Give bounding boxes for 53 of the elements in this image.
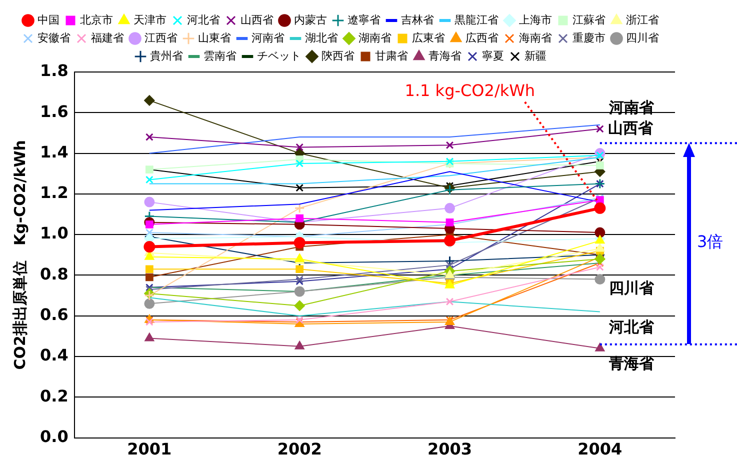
legend-label: 四川省 xyxy=(626,31,659,44)
legend-label: 中国 xyxy=(38,13,60,26)
legend-label: 湖北省 xyxy=(305,31,338,44)
annotation: 河北省 xyxy=(608,318,655,336)
legend-label: 山西省 xyxy=(240,13,274,26)
legend-label: 海南省 xyxy=(519,31,552,44)
legend-label: 浙江省 xyxy=(626,13,659,26)
annotation: 四川省 xyxy=(609,279,655,298)
y-tick-label: 0.4 xyxy=(40,346,68,365)
annotation: 青海省 xyxy=(608,354,655,373)
x-tick-label: 2003 xyxy=(427,440,472,459)
legend-label: 江蘇省 xyxy=(572,13,606,26)
legend-label: 寧夏 xyxy=(482,49,504,62)
y-tick-label: 0.8 xyxy=(40,264,68,284)
annotation: 1.1 kg-CO2/kWh xyxy=(404,81,536,100)
y-tick-label: 1.4 xyxy=(40,142,68,162)
legend-label: 遼寧省 xyxy=(348,13,380,26)
legend-label: 新疆 xyxy=(524,49,546,62)
y-tick-label: 1.0 xyxy=(40,224,68,243)
legend-label: 河南省 xyxy=(252,31,284,44)
legend-label: 天津市 xyxy=(134,13,166,26)
legend-label: 重慶市 xyxy=(572,31,606,44)
legend-label: 湖南省 xyxy=(358,31,392,44)
x-tick-label: 2002 xyxy=(277,440,322,459)
x-tick-label: 2004 xyxy=(578,440,622,459)
y-tick-label: 0.6 xyxy=(40,305,68,324)
y-tick-label: 0.0 xyxy=(40,426,68,446)
legend-label: 貴州省 xyxy=(150,49,183,62)
x-tick-label: 2001 xyxy=(127,440,172,459)
legend-label: 雲南省 xyxy=(204,49,236,62)
y-tick-label: 1.8 xyxy=(40,61,68,80)
annotation: 山西省 xyxy=(608,118,654,137)
legend-label: 甘粛省 xyxy=(375,49,408,62)
y-tick-label: 1.2 xyxy=(40,183,68,202)
legend-label: チベット xyxy=(257,49,301,62)
legend-label: 青海省 xyxy=(428,49,462,62)
legend-label: 陝西省 xyxy=(322,49,354,62)
legend-label: 福建省 xyxy=(91,31,124,44)
legend-label: 広東省 xyxy=(412,31,445,44)
legend-label: 広西省 xyxy=(466,31,498,44)
legend-label: 吉林省 xyxy=(401,13,434,26)
y-tick-label: 0.2 xyxy=(40,386,68,406)
legend-label: 安徽省 xyxy=(38,31,70,44)
legend-label: 江西省 xyxy=(144,31,178,44)
legend-label: 北京市 xyxy=(80,13,113,26)
legend-label: 山東省 xyxy=(198,31,231,44)
legend-label: 上海市 xyxy=(519,13,552,26)
y-tick-label: 1.6 xyxy=(40,102,68,121)
y-axis-title: CO2排出原単位 Kg-CO2/kWh xyxy=(10,140,29,370)
legend-label: 内蒙古 xyxy=(294,13,327,26)
legend-label: 河北省 xyxy=(187,13,220,26)
legend-label: 黒龍江省 xyxy=(454,13,498,26)
text: 3倍 xyxy=(697,232,724,253)
